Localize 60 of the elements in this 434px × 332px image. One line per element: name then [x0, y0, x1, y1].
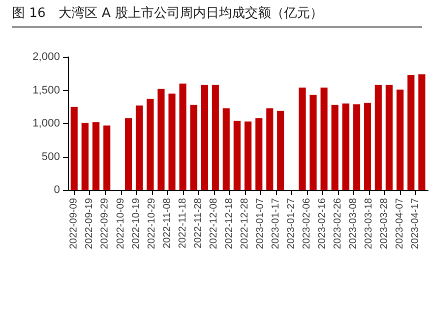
x-tick-label: 2022-12-28: [239, 198, 250, 250]
y-tick-label: 500: [42, 150, 60, 163]
bar: [342, 104, 350, 190]
bar: [386, 84, 393, 190]
x-tick-label: 2022-12-18: [224, 198, 235, 250]
x-tick-label: 2023-03-08: [348, 198, 360, 250]
x-tick-label: 2023-01-07: [254, 198, 266, 250]
bar: [407, 74, 414, 190]
bar: [277, 110, 284, 190]
bar: [82, 122, 89, 190]
y-tick-label: 0: [54, 184, 60, 196]
bar: [92, 122, 100, 190]
bar: [310, 94, 317, 190]
bar: [244, 122, 252, 190]
bar: [234, 120, 241, 190]
x-tick-label: 2023-03-18: [364, 198, 375, 250]
bar: [212, 84, 219, 190]
bar: [374, 84, 382, 190]
x-tick-label: 2022-10-19: [130, 198, 142, 250]
x-tick-label: 2023-02-26: [332, 198, 344, 250]
x-tick-label: 2023-01-27: [286, 198, 297, 250]
bar: [136, 106, 143, 190]
x-tick-label: 2022-10-09: [115, 198, 126, 250]
y-tick-label: 2,000: [32, 51, 60, 63]
x-tick-label: 2023-03-28: [379, 198, 390, 250]
bar: [266, 108, 274, 190]
bar: [364, 102, 371, 190]
chart-title: 图 16 大湾区 A 股上市公司周内日均成交额（亿元）: [12, 4, 422, 28]
x-tick-label: 2023-02-16: [316, 198, 328, 250]
y-tick-label: 1,500: [32, 84, 60, 96]
x-tick-label: 2022-12-08: [208, 198, 220, 250]
bar: [158, 88, 165, 190]
bar: [201, 84, 208, 190]
bar: [331, 104, 338, 190]
x-tick-label: 2022-09-09: [68, 198, 80, 250]
x-tick-label: 2022-09-29: [100, 198, 111, 250]
x-tick-label: 2022-09-19: [84, 198, 96, 250]
bar: [179, 84, 186, 190]
bar: [125, 118, 132, 190]
x-tick-label: 2022-11-18: [177, 198, 188, 248]
x-tick-label: 2022-11-28: [192, 198, 204, 248]
bar: [418, 74, 426, 190]
x-tick-label: 2023-04-17: [410, 198, 422, 250]
bar: [222, 108, 230, 190]
x-tick-label: 2023-04-07: [394, 198, 406, 250]
bar: [146, 98, 154, 190]
bar: [103, 125, 110, 190]
bar: [320, 88, 328, 190]
x-tick-label: 2023-02-06: [301, 198, 312, 250]
bar: [168, 94, 176, 190]
y-tick-label: 1,000: [32, 118, 60, 130]
x-tick-label: 2022-11-08: [162, 198, 173, 248]
bar: [396, 90, 404, 190]
x-tick-label: 2023-01-17: [270, 198, 282, 250]
bar: [353, 104, 360, 190]
bar: [298, 88, 306, 190]
bar: [70, 106, 78, 190]
x-tick-label: 2022-10-29: [146, 198, 158, 250]
bar: [190, 104, 198, 190]
bar: [255, 118, 262, 190]
